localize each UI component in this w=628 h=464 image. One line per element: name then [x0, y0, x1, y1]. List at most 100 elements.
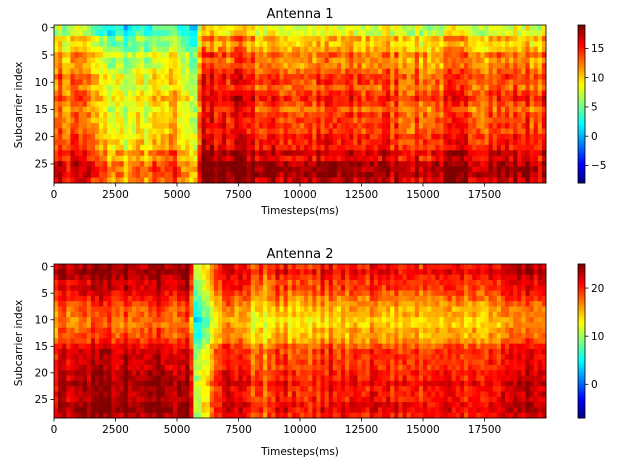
heatmap-cell: [373, 301, 379, 307]
heatmap-cell: [222, 52, 227, 59]
heatmap-cell: [476, 285, 481, 291]
heatmap-cell: [443, 25, 448, 31]
heatmap-cell: [152, 133, 157, 140]
heatmap-cell: [136, 177, 141, 184]
heatmap-cell: [168, 177, 174, 184]
heatmap-cell: [410, 123, 416, 129]
heatmap-cell: [365, 79, 371, 86]
heatmap-cell: [418, 30, 424, 37]
heatmap-cell: [308, 155, 313, 162]
heatmap-cell: [238, 57, 243, 64]
heatmap-cell: [218, 290, 223, 297]
heatmap-cell: [353, 322, 358, 329]
heatmap-cell: [328, 161, 334, 168]
heatmap-cell: [201, 68, 207, 75]
heatmap-cell: [336, 161, 342, 168]
heatmap-cell: [205, 30, 211, 37]
heatmap-cell: [70, 106, 75, 113]
heatmap-cell: [115, 101, 120, 108]
heatmap-cell: [533, 79, 539, 86]
heatmap-cell: [492, 46, 498, 53]
colorbar-segment: [578, 69, 585, 73]
heatmap-cell: [144, 95, 149, 102]
heatmap-cell: [74, 117, 79, 124]
heatmap-cell: [464, 161, 469, 168]
heatmap-cell: [418, 317, 424, 323]
heatmap-cell: [287, 306, 293, 313]
heatmap-cell: [345, 74, 350, 80]
heatmap-cell: [300, 172, 305, 178]
heatmap-cell: [295, 264, 301, 270]
heatmap-cell: [185, 285, 190, 291]
heatmap-cell: [222, 264, 227, 270]
heatmap-cell: [267, 150, 272, 157]
heatmap-cell: [291, 274, 297, 281]
heatmap-cell: [287, 35, 293, 42]
heatmap-cell: [484, 295, 489, 302]
heatmap-cell: [488, 133, 494, 140]
heatmap-cell: [226, 30, 231, 37]
heatmap-cell: [82, 311, 88, 318]
heatmap-cell: [300, 285, 305, 291]
heatmap-cell: [275, 90, 280, 97]
colorbar-segment: [578, 150, 585, 154]
heatmap-cell: [263, 269, 268, 276]
heatmap-cell: [58, 128, 63, 135]
heatmap-cell: [263, 68, 268, 75]
heatmap-cell: [390, 290, 395, 297]
heatmap-cell: [160, 285, 166, 291]
heatmap-cell: [54, 106, 59, 113]
heatmap-cell: [54, 112, 59, 119]
colorbar-segment: [578, 113, 585, 117]
heatmap-cell: [529, 177, 535, 184]
heatmap-cell: [107, 290, 112, 297]
heatmap-cell: [197, 311, 202, 318]
heatmap-cell: [541, 166, 547, 173]
heatmap-cell: [443, 133, 448, 140]
heatmap-cell: [193, 150, 198, 157]
heatmap-cell: [78, 144, 84, 151]
heatmap-cell: [382, 274, 387, 281]
heatmap-cell: [345, 155, 350, 162]
heatmap-cell: [259, 317, 264, 323]
heatmap-cell: [136, 301, 141, 307]
heatmap-cell: [320, 84, 325, 91]
heatmap-cell: [103, 25, 108, 31]
heatmap-cell: [373, 63, 379, 69]
heatmap-cell: [312, 317, 317, 323]
heatmap-cell: [185, 25, 190, 31]
heatmap-cell: [447, 68, 453, 75]
heatmap-cell: [259, 166, 264, 173]
heatmap-cell: [439, 57, 444, 64]
heatmap-cell: [95, 52, 100, 59]
heatmap-cell: [99, 74, 104, 80]
heatmap-cell: [332, 68, 338, 75]
heatmap-cell: [382, 150, 387, 157]
heatmap-cell: [107, 106, 112, 113]
heatmap-cell: [111, 74, 116, 80]
heatmap-cell: [226, 144, 231, 151]
heatmap-cell: [484, 90, 489, 97]
heatmap-cell: [488, 139, 494, 146]
heatmap-cell: [263, 150, 268, 157]
heatmap-cell: [521, 166, 526, 173]
heatmap-cell: [90, 290, 96, 297]
heatmap-cell: [168, 63, 174, 69]
heatmap-cell: [517, 155, 522, 162]
heatmap-cell: [488, 112, 494, 119]
heatmap-cell: [398, 139, 403, 146]
heatmap-cell: [525, 84, 530, 91]
heatmap-cell: [152, 52, 157, 59]
heatmap-cell: [95, 311, 100, 318]
heatmap-cell: [218, 30, 223, 37]
heatmap-cell: [320, 306, 325, 313]
heatmap-cell: [537, 161, 543, 168]
heatmap-cell: [177, 63, 182, 69]
heatmap-cell: [304, 57, 309, 64]
heatmap-cell: [287, 84, 293, 91]
heatmap-cell: [226, 166, 231, 173]
heatmap-cell: [541, 301, 547, 307]
heatmap-cell: [365, 52, 371, 59]
heatmap-cell: [267, 139, 272, 146]
heatmap-cell: [185, 161, 190, 168]
